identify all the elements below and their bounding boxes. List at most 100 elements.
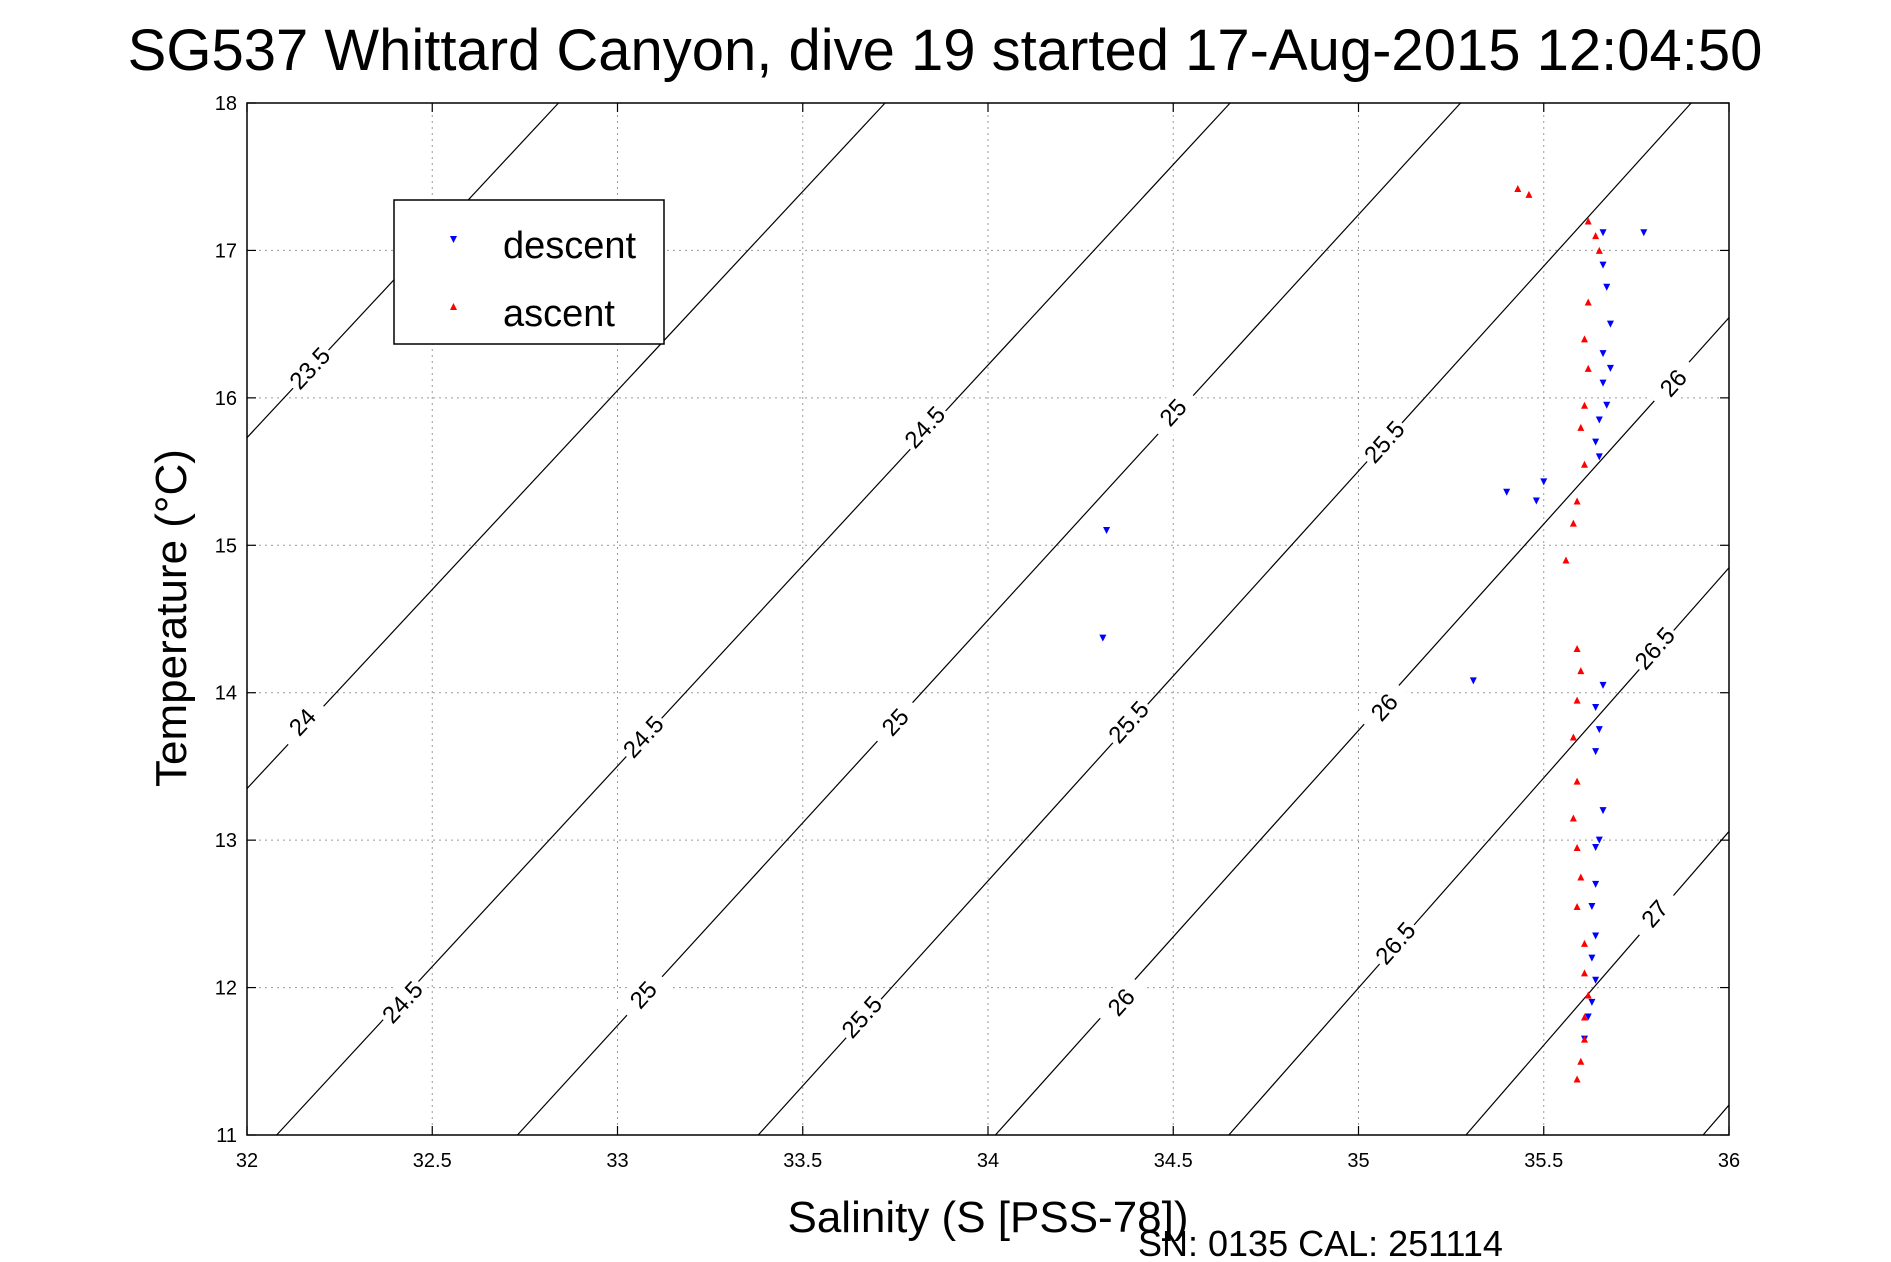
descent-point	[1599, 350, 1607, 358]
series-ascent	[1514, 185, 1603, 1083]
x-tick-label: 35	[1347, 1150, 1369, 1172]
isopycnal-label-gap	[1100, 692, 1158, 752]
y-tick-label: 12	[215, 978, 237, 1000]
descent-point	[1469, 677, 1477, 685]
isopycnal-line	[517, 102, 1461, 1136]
y-tick-label: 11	[216, 1125, 237, 1147]
isopycnal-label-gap	[373, 973, 432, 1032]
descent-point	[1599, 261, 1607, 269]
isopycnal-label-gap	[866, 692, 924, 752]
descent-point	[1595, 726, 1603, 734]
isopycnal-label-gap	[614, 707, 673, 767]
descent-point	[1588, 902, 1596, 910]
ascent-point	[1581, 969, 1589, 977]
ascent-point	[1573, 777, 1581, 785]
isopycnal-line	[1702, 1104, 1730, 1136]
ascent-point	[1595, 246, 1603, 254]
ascent-point	[1584, 298, 1592, 306]
serial-calibration-label: SN: 0135 CAL: 251114	[1138, 1223, 1503, 1262]
legend: descent ascent	[393, 199, 665, 345]
ascent-point	[1562, 556, 1570, 564]
descent-point	[1540, 478, 1548, 486]
isopycnal-line	[246, 102, 886, 789]
isopycnal-label-gap	[1355, 412, 1413, 472]
data-points	[1099, 185, 1648, 1083]
ascent-point	[1581, 401, 1589, 409]
descent-point	[1592, 438, 1600, 446]
descent-point	[1595, 416, 1603, 424]
ascent-point	[1573, 696, 1581, 704]
y-tick-label: 13	[215, 830, 237, 852]
isopycnal-label-gap	[1367, 913, 1424, 973]
ascent-point	[1573, 1075, 1581, 1083]
x-tick-label: 32	[236, 1150, 258, 1172]
x-tick-label: 35.5	[1524, 1150, 1563, 1172]
x-tick-label: 36	[1718, 1150, 1740, 1172]
ascent-point	[1573, 497, 1581, 505]
isopycnal-label-gap	[1626, 884, 1684, 944]
x-axis-ticks: 32 32.5 33 33.5 34 34.5 35 35.5 36	[236, 103, 1740, 1172]
x-tick-label: 34	[977, 1150, 999, 1172]
descent-point	[1599, 681, 1607, 689]
isopycnal-label-gap	[1626, 619, 1684, 678]
legend-ascent-marker	[450, 303, 457, 310]
y-tick-label: 17	[215, 240, 237, 262]
isopycnal-label-gap	[281, 339, 339, 398]
descent-point	[1640, 229, 1648, 237]
isopycnal-label-gap	[1644, 353, 1702, 413]
descent-point	[1592, 703, 1600, 711]
isopycnal-label-gap	[273, 692, 332, 752]
descent-point	[1595, 453, 1603, 461]
isopycnal-label-gap	[614, 965, 673, 1025]
isopycnal-label-gap	[1144, 383, 1202, 442]
isopycnal-label-gap	[833, 987, 891, 1047]
ascent-point	[1581, 939, 1589, 947]
y-tick-label: 16	[215, 388, 237, 410]
series-descent	[1099, 229, 1648, 1043]
ascent-point	[1581, 1013, 1589, 1021]
descent-point	[1588, 998, 1596, 1006]
ascent-point	[1573, 844, 1581, 852]
isopycnal-line	[276, 102, 1231, 1136]
x-tick-label: 33	[606, 1150, 628, 1172]
ascent-point	[1573, 902, 1581, 910]
y-tick-label: 15	[215, 535, 237, 557]
x-tick-label: 34.5	[1154, 1150, 1193, 1172]
isopycnal-label-gap	[896, 398, 954, 457]
descent-point	[1599, 807, 1607, 815]
isopycnal-line	[1465, 831, 1730, 1136]
ascent-point	[1592, 232, 1600, 240]
ascent-point	[1581, 335, 1589, 343]
legend-descent-label: descent	[503, 225, 637, 267]
ascent-point	[1569, 814, 1577, 822]
descent-point	[1588, 954, 1596, 962]
x-axis-label: Salinity (S [PSS-78])	[787, 1193, 1188, 1242]
descent-point	[1592, 932, 1600, 940]
descent-point	[1592, 748, 1600, 756]
descent-point	[1606, 320, 1614, 328]
isopycnal-label-gap	[1355, 678, 1413, 737]
descent-point	[1603, 283, 1611, 291]
legend-ascent-label: ascent	[503, 293, 615, 335]
ascent-point	[1584, 991, 1592, 999]
ascent-point	[1584, 364, 1592, 372]
ascent-point	[1525, 190, 1533, 198]
x-tick-label: 33.5	[783, 1150, 822, 1172]
descent-point	[1599, 379, 1607, 387]
descent-point	[1592, 844, 1600, 852]
ascent-point	[1569, 733, 1577, 741]
descent-point	[1595, 836, 1603, 844]
ascent-point	[1569, 519, 1577, 527]
y-axis-label: Temperature (°C)	[147, 449, 196, 787]
isopycnal-line	[757, 102, 1692, 1136]
descent-point	[1532, 497, 1540, 505]
y-tick-label: 14	[215, 683, 237, 705]
y-tick-label: 18	[215, 93, 237, 115]
ascent-point	[1577, 667, 1585, 675]
y-axis-ticks: 11 12 13 14 15 16 17 18	[215, 93, 1729, 1147]
descent-point	[1103, 527, 1111, 535]
ascent-point	[1577, 423, 1585, 431]
ascent-point	[1581, 1035, 1589, 1043]
